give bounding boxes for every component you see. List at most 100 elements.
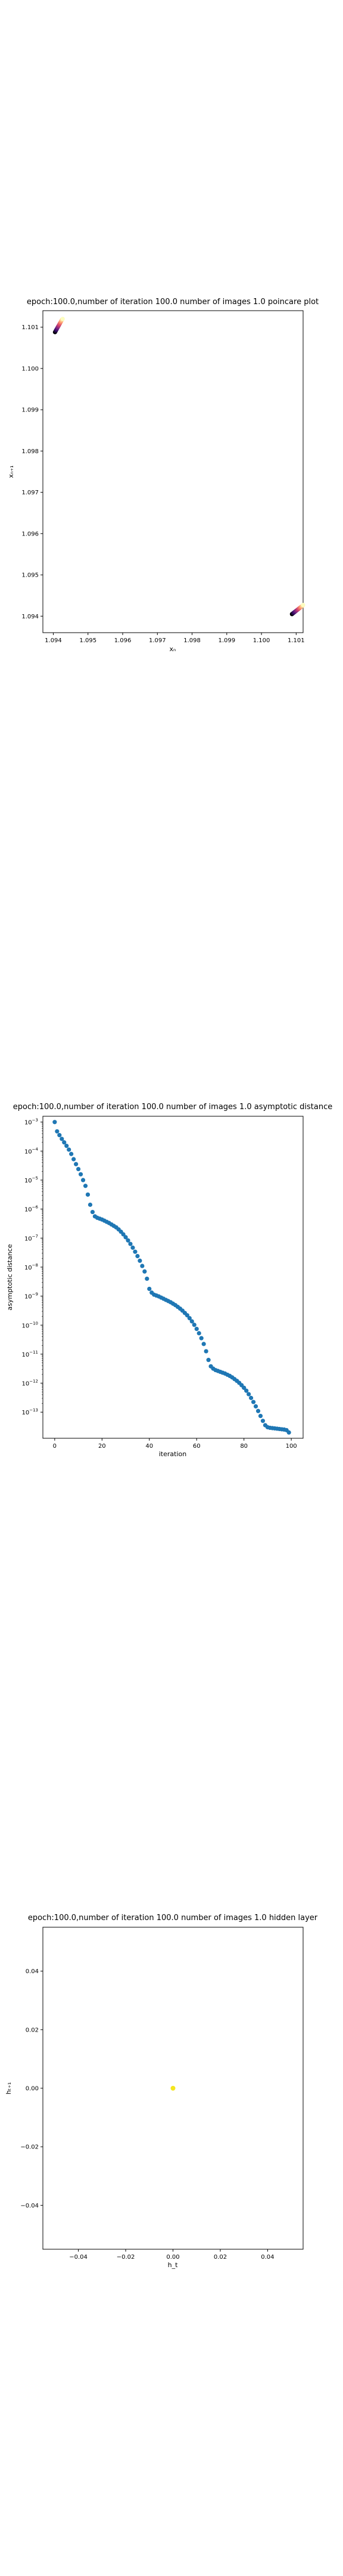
hidden-layer-x-tick-label: 0.00 [166,2254,179,2261]
asymptotic-figure: epoch:100.0,number of iteration 100.0 nu… [0,1091,343,1467]
asymptotic-point [60,1137,64,1141]
asymptotic-point [202,1342,206,1346]
asymptotic-point [91,1210,95,1214]
asymptotic-point [138,1259,142,1263]
hidden-layer-figure: epoch:100.0,number of iteration 100.0 nu… [0,1902,343,2278]
poincare-y-tick-label: 1.096 [21,531,39,537]
hidden-layer-y-tick-label: −0.04 [20,2203,39,2209]
asymptotic-x-tick-label: 0 [53,1443,57,1450]
asymptotic-point [287,1431,291,1435]
poincare-y-tick-label: 1.095 [21,572,39,579]
poincare-y-ticks: 1.094 1.095 1.096 1.097 1.098 1.099 1.100 1.101 [21,324,43,620]
asymptotic-y-tick-label: 10−11 [21,1350,38,1358]
asymptotic-point [147,1287,151,1291]
asymptotic-x-tick-label: 20 [98,1443,106,1450]
asymptotic-point [247,1392,251,1396]
poincare-y-tick-label: 1.100 [21,366,39,372]
asymptotic-point [86,1193,90,1197]
asymptotic-point [256,1409,260,1413]
asymptotic-x-tick-label: 60 [193,1443,201,1450]
poincare-x-tick-label: 1.098 [183,637,201,644]
asymptotic-y-tick-label: 10−10 [21,1321,38,1329]
hidden-layer-y-tick-label: 0.00 [26,2086,39,2092]
asymptotic-point [83,1184,88,1188]
asymptotic-y-tick-label: 10−7 [24,1234,38,1242]
asymptotic-y-tick-label: 10−3 [24,1118,38,1126]
asymptotic-y-ticks: 10−3 10−4 10−5 10−6 10−7 10−8 10−9 10−10 10−11 10… [21,1118,43,1416]
asymptotic-point [62,1140,66,1144]
hidden-layer-title: epoch:100.0,number of iteration 100.0 nu… [28,1914,318,1922]
asymptotic-point [88,1203,92,1207]
asymptotic-point [133,1250,137,1254]
poincare-y-tick-label: 1.097 [21,490,39,496]
poincare-figure: epoch:100.0,number of iteration 100.0 nu… [0,286,343,656]
asymptotic-point [199,1336,204,1340]
hidden-layer-y-tick-label: 0.02 [26,2027,39,2033]
poincare-point [301,603,305,607]
poincare-x-tick-label: 1.101 [288,637,305,644]
asymptotic-y-tick-label: 10−4 [24,1147,39,1155]
asymptotic-point [251,1400,255,1404]
poincare-x-label: xₙ [170,645,176,653]
asymptotic-point [71,1157,76,1161]
poincare-x-ticks: 1.094 1.095 1.096 1.097 1.098 1.099 1.100 1.101 [45,633,305,644]
asymptotic-point [128,1241,132,1246]
poincare-title: epoch:100.0,number of iteration 100.0 nu… [27,298,319,306]
asymptotic-y-label: asymptotic distance [6,1244,14,1310]
poincare-x-tick-label: 1.097 [149,637,166,644]
hidden-layer-x-tick-label: 0.04 [261,2254,274,2261]
poincare-y-tick-label: 1.101 [21,324,39,331]
poincare-y-label: xₙ₊₁ [7,465,15,478]
asymptotic-y-tick-label: 10−12 [21,1379,38,1388]
asymptotic-point [254,1404,258,1408]
poincare-x-tick-label: 1.095 [79,637,96,644]
asymptotic-point [195,1327,199,1331]
poincare-plot-area [43,311,303,633]
asymptotic-point [192,1323,197,1327]
asymptotic-point [64,1144,68,1148]
poincare-y-tick-label: 1.098 [21,448,39,455]
hidden-layer-point [171,2086,176,2091]
asymptotic-point [67,1147,71,1151]
asymptotic-point [135,1254,139,1258]
asymptotic-point [249,1396,253,1400]
poincare-x-tick-label: 1.100 [253,637,270,644]
poincare-y-tick-label: 1.099 [21,407,39,414]
hidden-layer-x-ticks: −0.04 −0.02 0.00 0.02 0.04 [69,2249,274,2261]
asymptotic-point [142,1270,146,1274]
asymptotic-x-tick-label: 100 [286,1443,297,1450]
asymptotic-point [79,1172,83,1176]
asymptotic-y-tick-label: 10−6 [24,1205,39,1213]
asymptotic-y-tick-label: 10−13 [21,1408,38,1416]
asymptotic-point [197,1331,201,1335]
hidden-layer-y-ticks: 0.04 0.02 0.00 −0.02 −0.04 [20,1968,43,2209]
asymptotic-point [52,1120,57,1124]
asymptotic-plot-svg: epoch:100.0,number of iteration 100.0 nu… [0,1091,343,1467]
asymptotic-point [74,1162,78,1166]
asymptotic-y-tick-label: 10−5 [24,1176,38,1184]
asymptotic-point [81,1178,85,1182]
asymptotic-point [190,1319,194,1323]
asymptotic-plot-area [43,1116,303,1438]
asymptotic-x-tick-label: 40 [145,1443,153,1450]
asymptotic-point [140,1264,144,1268]
asymptotic-point [69,1152,73,1156]
asymptotic-point [206,1358,210,1362]
asymptotic-y-tick-label: 10−9 [24,1292,38,1301]
hidden-layer-y-label: hₜ₊₁ [5,2082,13,2094]
poincare-y-tick-label: 1.094 [21,614,39,620]
hidden-layer-x-tick-label: 0.02 [214,2254,227,2261]
poincare-plot-svg: epoch:100.0,number of iteration 100.0 nu… [0,286,343,656]
asymptotic-points [52,1120,291,1435]
asymptotic-y-tick-label: 10−8 [24,1263,38,1271]
hidden-layer-x-tick-label: −0.04 [69,2254,88,2261]
asymptotic-point [204,1349,208,1353]
asymptotic-x-tick-label: 80 [240,1443,248,1450]
hidden-layer-x-tick-label: −0.02 [117,2254,135,2261]
poincare-points [53,317,305,616]
poincare-point [61,317,65,321]
hidden-layer-y-tick-label: −0.02 [20,2144,39,2151]
asymptotic-point [261,1419,265,1423]
asymptotic-title: epoch:100.0,number of iteration 100.0 nu… [13,1103,332,1111]
hidden-layer-y-tick-label: 0.04 [26,1968,39,1975]
